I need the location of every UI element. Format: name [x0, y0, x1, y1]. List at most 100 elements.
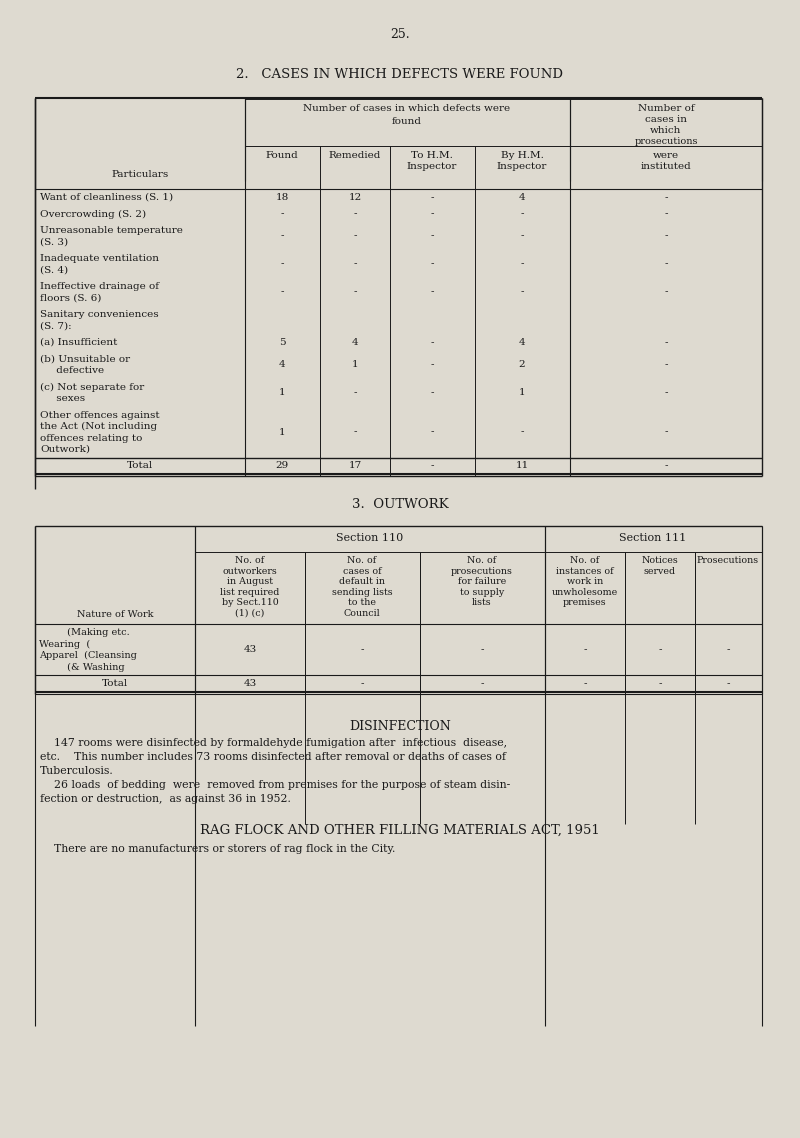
Text: 2: 2 [518, 360, 526, 369]
Text: -: - [280, 259, 284, 269]
Text: offences relating to: offences relating to [40, 434, 142, 443]
Text: instituted: instituted [641, 162, 691, 171]
Text: work in: work in [567, 577, 603, 586]
Text: 4: 4 [518, 192, 526, 201]
Text: -: - [664, 288, 668, 297]
Text: -: - [354, 388, 357, 397]
Text: -: - [520, 209, 524, 218]
Text: 1: 1 [278, 388, 286, 397]
Text: Unreasonable temperature: Unreasonable temperature [40, 226, 183, 236]
Text: -: - [354, 259, 357, 269]
Text: 2.   CASES IN WHICH DEFECTS WERE FOUND: 2. CASES IN WHICH DEFECTS WERE FOUND [237, 68, 563, 81]
Text: Notices: Notices [642, 556, 678, 564]
Text: which: which [650, 126, 682, 135]
Text: -: - [360, 645, 364, 654]
Text: 25.: 25. [390, 28, 410, 41]
Text: DISINFECTION: DISINFECTION [349, 719, 451, 733]
Text: Remedied: Remedied [329, 151, 381, 160]
Text: 5: 5 [278, 338, 286, 347]
Text: 4: 4 [518, 338, 526, 347]
Text: the Act (Not including: the Act (Not including [40, 422, 157, 431]
Text: -: - [354, 288, 357, 297]
Text: 17: 17 [348, 461, 362, 470]
Text: -: - [726, 678, 730, 687]
Text: -: - [430, 231, 434, 240]
Text: -: - [658, 678, 662, 687]
Text: -: - [430, 428, 434, 437]
Text: -: - [430, 388, 434, 397]
Text: to supply: to supply [460, 587, 504, 596]
Text: To H.M.: To H.M. [411, 151, 453, 160]
Text: -: - [430, 209, 434, 218]
Text: instances of: instances of [556, 567, 614, 576]
Text: By H.M.: By H.M. [501, 151, 543, 160]
Text: 3.  OUTWORK: 3. OUTWORK [352, 498, 448, 511]
Text: -: - [430, 338, 434, 347]
Text: -: - [430, 360, 434, 369]
Text: unwholesome: unwholesome [552, 587, 618, 596]
Text: -: - [664, 360, 668, 369]
Text: prosecutions: prosecutions [451, 567, 513, 576]
Text: Total: Total [127, 461, 153, 470]
Text: Wearing  (: Wearing ( [39, 640, 90, 649]
Text: list required: list required [220, 587, 280, 596]
Text: 4: 4 [278, 360, 286, 369]
Text: -: - [360, 678, 364, 687]
Text: There are no manufacturers or storers of rag flock in the City.: There are no manufacturers or storers of… [40, 843, 395, 854]
Text: Found: Found [266, 151, 298, 160]
Text: (S. 3): (S. 3) [40, 238, 68, 247]
Text: 11: 11 [515, 461, 529, 470]
Text: Inadequate ventilation: Inadequate ventilation [40, 254, 159, 263]
Text: -: - [658, 645, 662, 654]
Text: Tuberculosis.: Tuberculosis. [40, 766, 114, 775]
Text: for failure: for failure [458, 577, 506, 586]
Text: -: - [480, 678, 484, 687]
Text: -: - [664, 428, 668, 437]
Text: defective: defective [40, 366, 104, 376]
Text: Section 111: Section 111 [619, 533, 686, 543]
Text: Council: Council [344, 609, 380, 618]
Text: (c) Not separate for: (c) Not separate for [40, 382, 144, 391]
Text: outworkers: outworkers [222, 567, 278, 576]
Text: etc.    This number includes 73 rooms disinfected after removal or deaths of cas: etc. This number includes 73 rooms disin… [40, 751, 506, 761]
Text: No. of: No. of [570, 556, 600, 564]
Text: Other offences against: Other offences against [40, 411, 160, 420]
Text: -: - [520, 259, 524, 269]
Text: (S. 7):: (S. 7): [40, 322, 72, 330]
Text: 1: 1 [352, 360, 358, 369]
Text: -: - [664, 209, 668, 218]
Text: (1) (c): (1) (c) [235, 609, 265, 618]
Text: Particulars: Particulars [111, 170, 169, 179]
Text: -: - [664, 388, 668, 397]
Text: default in: default in [339, 577, 385, 586]
Text: Sanitary conveniences: Sanitary conveniences [40, 310, 158, 319]
Text: -: - [430, 461, 434, 470]
Text: -: - [354, 231, 357, 240]
Text: Overcrowding (S. 2): Overcrowding (S. 2) [40, 209, 146, 218]
Text: 4: 4 [352, 338, 358, 347]
Text: Total: Total [102, 678, 128, 687]
Text: were: were [653, 151, 679, 160]
Text: 1: 1 [278, 428, 286, 437]
Text: -: - [280, 209, 284, 218]
Text: No. of: No. of [467, 556, 497, 564]
Text: (Making etc.: (Making etc. [39, 628, 130, 637]
Text: -: - [664, 192, 668, 201]
Text: -: - [430, 288, 434, 297]
Text: -: - [664, 259, 668, 269]
Text: sexes: sexes [40, 394, 85, 403]
Text: -: - [726, 645, 730, 654]
Text: Nature of Work: Nature of Work [77, 610, 154, 619]
Text: Outwork): Outwork) [40, 445, 90, 454]
Text: -: - [664, 338, 668, 347]
Text: by Sect.110: by Sect.110 [222, 597, 278, 607]
Text: No. of: No. of [347, 556, 377, 564]
Text: lists: lists [472, 597, 492, 607]
Text: -: - [280, 231, 284, 240]
Text: Ineffective drainage of: Ineffective drainage of [40, 282, 159, 291]
Text: found: found [392, 117, 422, 126]
Text: Inspector: Inspector [497, 162, 547, 171]
Text: (a) Insufficient: (a) Insufficient [40, 338, 118, 347]
Text: -: - [480, 645, 484, 654]
Text: Section 110: Section 110 [336, 533, 404, 543]
